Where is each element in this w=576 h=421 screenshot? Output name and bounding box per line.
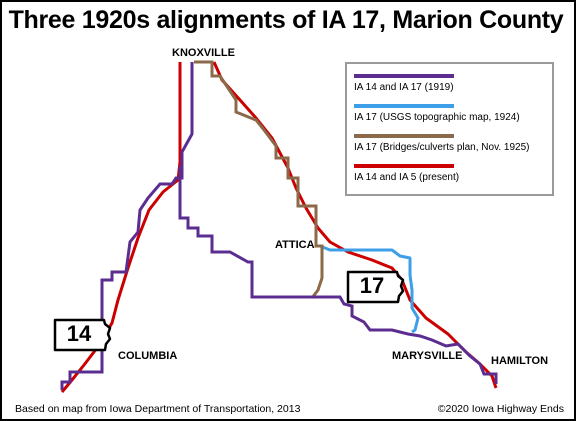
iowa-14-shield-number: 14 — [66, 321, 92, 346]
town-label-hamilton: HAMILTON — [491, 355, 549, 367]
legend-swatch-purple — [354, 74, 454, 78]
legend-label: IA 14 and IA 17 (1919) — [354, 82, 454, 93]
town-label-knoxville: KNOXVILLE — [172, 47, 235, 59]
legend-label: IA 17 (Bridges/culverts plan, Nov. 1925) — [354, 142, 530, 153]
iowa-14-shield-icon — [53, 318, 112, 352]
town-label-columbia: COLUMBIA — [118, 350, 178, 362]
town-label-marysville: MARYSVILLE — [392, 350, 463, 362]
route-ia14-ia17-1919-east — [178, 166, 498, 384]
legend-label: IA 17 (USGS topographic map, 1924) — [354, 112, 520, 123]
iowa-17-shield-icon — [346, 270, 405, 304]
route-ia17-bridges-1925 — [194, 60, 324, 299]
legend-swatch-red — [354, 164, 454, 168]
source-credit: Based on map from Iowa Department of Tra… — [15, 403, 301, 415]
town-label-attica: ATTICA — [275, 239, 315, 251]
map-title: Three 1920s alignments of IA 17, Marion … — [8, 6, 564, 34]
map-legend: IA 14 and IA 17 (1919) IA 17 (USGS topog… — [345, 62, 554, 196]
legend-swatch-blue — [354, 104, 454, 108]
copyright-notice: ©2020 Iowa Highway Ends — [437, 403, 564, 415]
route-ia17-usgs-1924 — [319, 244, 420, 334]
legend-swatch-brown — [354, 134, 454, 138]
iowa-17-shield-number: 17 — [359, 273, 385, 298]
legend-label: IA 14 and IA 5 (present) — [354, 172, 460, 183]
